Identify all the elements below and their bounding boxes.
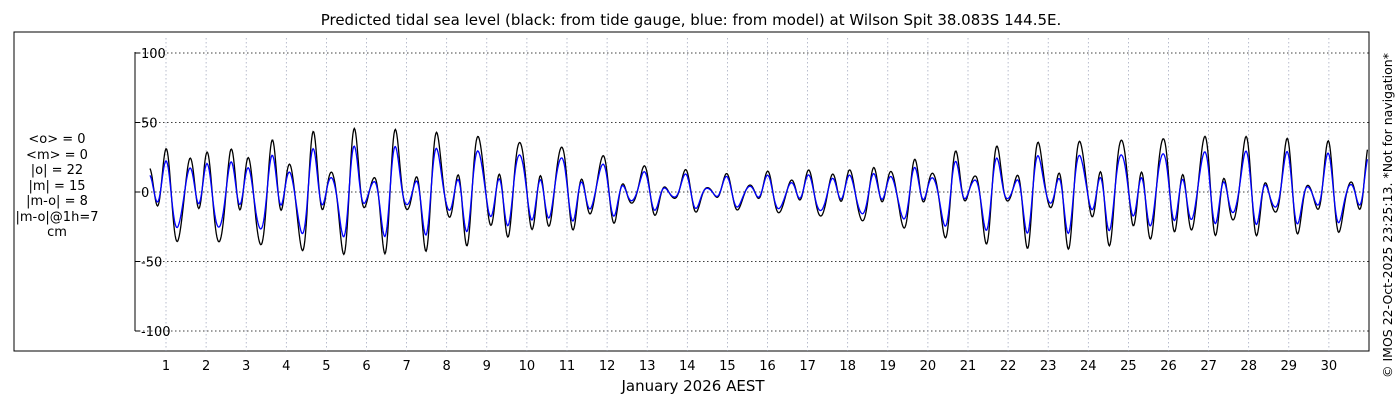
stat-mean-model: <m> = 0	[26, 147, 88, 163]
x-tick-label: 10	[519, 359, 536, 374]
x-axis-label: January 2026 AEST	[621, 377, 766, 395]
x-tick-label: 14	[679, 359, 696, 374]
x-tick-label: 15	[719, 359, 736, 374]
x-tick-label: 2	[202, 359, 210, 374]
x-tick-label: 5	[322, 359, 330, 374]
stat-unit: cm	[47, 225, 67, 240]
x-tick-label: 17	[799, 359, 816, 374]
x-tick-label: 12	[599, 359, 616, 374]
series-line-model	[149, 145, 1369, 238]
x-tick-label: 16	[759, 359, 776, 374]
chart-title: Predicted tidal sea level (black: from t…	[321, 11, 1062, 29]
stat-abs-difference-1h: |m-o|@1h=7	[15, 209, 99, 225]
x-tick-label: 25	[1120, 359, 1137, 374]
x-tick-label: 26	[1160, 359, 1177, 374]
series-line-tide-gauge	[149, 127, 1369, 256]
x-tick-label: 28	[1240, 359, 1257, 374]
x-tick-label: 30	[1321, 359, 1338, 374]
x-tick-label: 23	[1040, 359, 1057, 374]
y-axis: 100 50 0 -50 -100	[135, 47, 171, 340]
stat-abs-difference: |m-o| = 8	[26, 194, 88, 209]
y-tick-label: 0	[141, 186, 149, 201]
copyright-note: © IMOS 22-Oct-2025 23:25:13. *Not for na…	[1380, 53, 1395, 378]
y-tick-label: -50	[141, 256, 162, 271]
x-tick-label: 19	[880, 359, 897, 374]
outer-frame	[13, 31, 1370, 352]
y-tick-label: 100	[141, 47, 166, 62]
x-tick-label: 21	[960, 359, 977, 374]
y-tick-label: -100	[141, 325, 171, 340]
x-tick-label: 13	[639, 359, 656, 374]
x-tick-label: 3	[242, 359, 250, 374]
x-tick-label: 4	[282, 359, 290, 374]
x-tick-label: 8	[443, 359, 451, 374]
stat-abs-model: |m| = 15	[28, 178, 86, 194]
x-tick-label: 1	[162, 359, 170, 374]
stat-mean-observed: <o> = 0	[28, 132, 86, 147]
y-tick-label: 50	[141, 117, 158, 132]
x-tick-label: 11	[559, 359, 576, 374]
x-axis: 1 2 3 4 5 6 7 8 9 10 11 12 13 14 15 16 17 18 19 20 21 22 23 24 2…	[162, 359, 1337, 374]
x-tick-label: 9	[483, 359, 491, 374]
x-tick-label: 20	[920, 359, 937, 374]
x-tick-label: 27	[1200, 359, 1217, 374]
x-tick-label: 24	[1080, 359, 1097, 374]
stat-abs-observed: |o| = 22	[30, 163, 84, 178]
series	[149, 127, 1369, 256]
x-tick-label: 22	[1000, 359, 1017, 374]
grid	[135, 38, 1369, 351]
x-tick-label: 7	[402, 359, 410, 374]
x-tick-label: 6	[362, 359, 370, 374]
x-tick-label: 18	[839, 359, 856, 374]
statistics-panel: <o> = 0 <m> = 0 |o| = 22 |m| = 15 |m-o| …	[14, 132, 100, 241]
x-tick-label: 29	[1281, 359, 1298, 374]
